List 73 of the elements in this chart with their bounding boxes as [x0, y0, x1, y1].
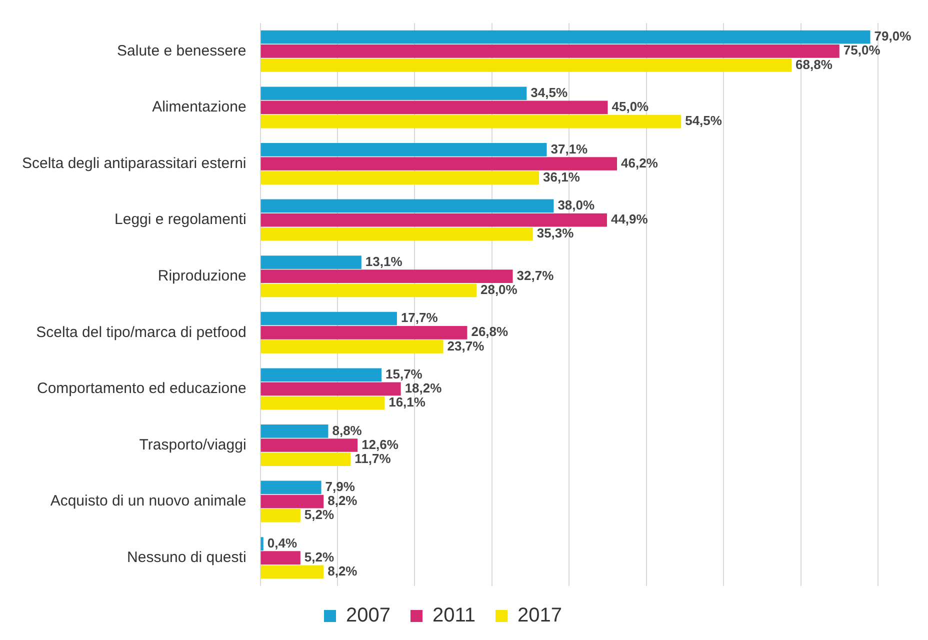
y-tick-label: Trasporto/viaggi [139, 436, 246, 454]
y-tick-label: Scelta del tipo/marca di petfood [36, 324, 246, 341]
data-label: 15,7% [386, 366, 423, 382]
data-label: 54,5% [685, 113, 722, 128]
data-label: 34,5% [530, 84, 568, 100]
bar [260, 114, 682, 128]
bar [260, 30, 870, 44]
bar [260, 480, 322, 494]
bar [260, 508, 300, 522]
data-label: 5,2% [304, 507, 335, 522]
data-label: 46,2% [621, 155, 658, 170]
data-label: 18,2% [404, 380, 442, 396]
bar [260, 494, 324, 508]
bar [260, 270, 513, 284]
y-tick-label: Comportamento ed educazione [36, 380, 246, 398]
data-label: 38,0% [558, 198, 595, 213]
bar [260, 551, 300, 565]
y-tick-label: Leggi e regolamenti [114, 211, 246, 228]
bar [260, 157, 618, 170]
bar [260, 565, 324, 579]
y-tick-label: Acquisto di un nuovo animale [50, 492, 246, 510]
bar [260, 438, 358, 452]
data-label: 8,2% [328, 493, 358, 508]
data-label: 45,0% [612, 99, 650, 114]
data-label: 23,7% [447, 338, 485, 354]
data-label: 12,6% [362, 436, 399, 452]
bar [260, 537, 264, 550]
bar [260, 171, 540, 185]
data-label: 8,2% [328, 564, 358, 579]
bar [260, 284, 476, 298]
data-label: 13,1% [365, 254, 403, 269]
data-label: 44,9% [610, 212, 648, 227]
bar [260, 256, 362, 269]
data-label: 0,4% [267, 535, 298, 550]
bar [260, 396, 385, 410]
data-label: 35,3% [536, 226, 574, 241]
data-label: 17,7% [400, 310, 438, 326]
bar [260, 227, 533, 241]
bar [260, 368, 382, 382]
data-label: 8,8% [332, 422, 362, 438]
bar [260, 58, 792, 72]
bar [260, 312, 397, 326]
bar [260, 213, 607, 227]
data-label: 7,9% [325, 479, 356, 494]
bar [260, 199, 554, 213]
data-label: 32,7% [516, 268, 554, 283]
y-tick-label: Salute e benessere [117, 42, 246, 60]
bar [260, 100, 608, 114]
bar [260, 424, 328, 438]
bar [260, 86, 527, 100]
data-label: 28,0% [480, 282, 518, 298]
data-label: 79,0% [874, 28, 912, 44]
legend-label: 2007 [346, 604, 391, 627]
y-tick-label: Nessuno di questi [127, 548, 246, 566]
data-label: 36,1% [543, 169, 580, 184]
bar [260, 452, 351, 466]
bar [260, 326, 468, 340]
data-label: 26,8% [471, 324, 509, 340]
data-label: 5,2% [304, 549, 335, 564]
legend-label: 2017 [518, 604, 562, 627]
bar [260, 142, 547, 156]
data-label: 75,0% [843, 42, 881, 58]
y-tick-label: Alimentazione [152, 98, 246, 116]
y-tick-label: Riproduzione [158, 267, 246, 284]
bar [260, 44, 840, 58]
data-label: 11,7% [354, 450, 392, 466]
legend-label: 2011 [432, 604, 476, 627]
data-label: 16,1% [388, 394, 426, 410]
data-label: 37,1% [550, 141, 588, 156]
bar [260, 382, 401, 396]
data-label: 68,8% [796, 56, 833, 72]
y-tick-label: Scelta degli antiparassitari esterni [22, 154, 246, 172]
bar [260, 340, 444, 354]
